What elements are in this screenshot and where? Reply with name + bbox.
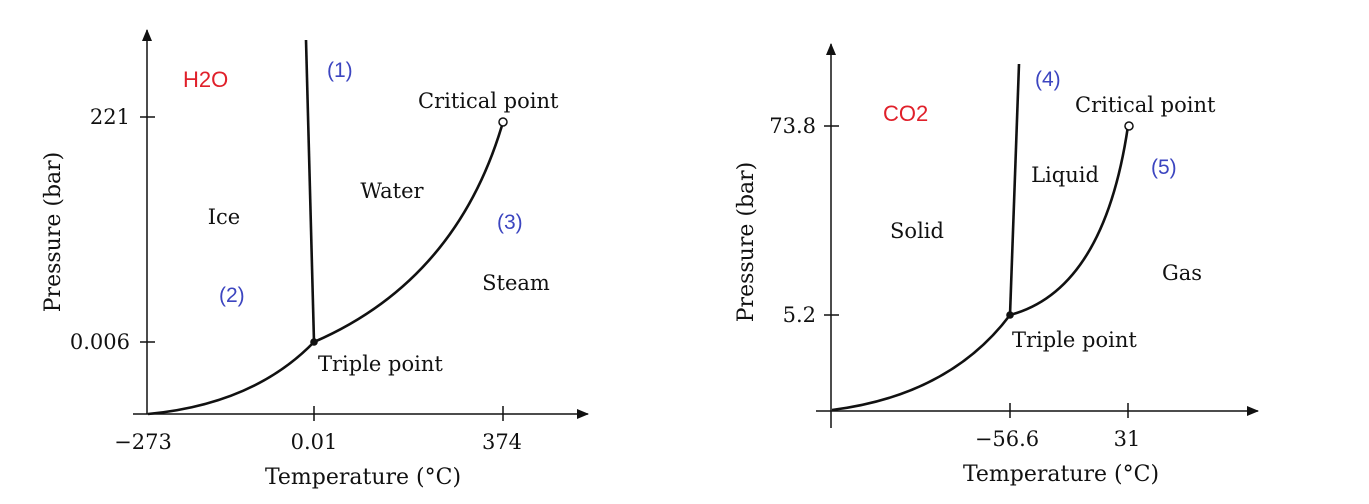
co2-curve-number-4: (4) bbox=[1035, 68, 1061, 91]
h2o-vaporization-curve bbox=[313, 121, 505, 344]
h2o-triple-point-label: Triple point bbox=[318, 352, 443, 376]
h2o-sublimation-curve bbox=[147, 341, 315, 416]
h2o-region-steam: Steam bbox=[482, 271, 550, 295]
h2o-y-tick-label-221: 221 bbox=[90, 105, 130, 129]
h2o-curve-number-3: (3) bbox=[497, 211, 523, 234]
co2-phase-diagram: 73.8 5.2 −56.6 31 Temperature (°C) Press… bbox=[734, 43, 1259, 487]
h2o-curve-number-1: (1) bbox=[327, 59, 353, 82]
co2-triple-point-marker bbox=[1006, 311, 1014, 319]
co2-x-axis-label: Temperature (°C) bbox=[963, 462, 1159, 487]
h2o-x-axis-label: Temperature (°C) bbox=[265, 465, 461, 490]
co2-region-liquid: Liquid bbox=[1031, 163, 1099, 187]
co2-substance-label: CO2 bbox=[883, 101, 928, 126]
h2o-x-tick-label-minus273: −273 bbox=[114, 430, 172, 454]
co2-critical-point-marker bbox=[1124, 121, 1134, 131]
co2-triple-point-label: Triple point bbox=[1012, 328, 1137, 352]
h2o-curve-number-2: (2) bbox=[219, 284, 245, 307]
h2o-y-tick-label-0006: 0.006 bbox=[70, 330, 130, 354]
h2o-triple-point-marker bbox=[310, 338, 318, 346]
h2o-phase-diagram: 221 0.006 −273 0.01 374 Temperature (°C)… bbox=[41, 29, 589, 490]
h2o-substance-label: H2O bbox=[183, 67, 228, 92]
co2-x-tick-label-31: 31 bbox=[1114, 427, 1141, 451]
h2o-y-axis-label: Pressure (bar) bbox=[41, 152, 66, 313]
h2o-region-water: Water bbox=[360, 179, 424, 203]
co2-vaporization-curve bbox=[1009, 125, 1130, 317]
co2-x-tick-label-minus566: −56.6 bbox=[975, 427, 1039, 451]
co2-sublimation-curve bbox=[831, 314, 1012, 412]
co2-region-solid: Solid bbox=[890, 219, 944, 243]
co2-melting-curve bbox=[1008, 63, 1021, 316]
co2-y-axis-label: Pressure (bar) bbox=[734, 162, 759, 323]
co2-y-tick-label-52: 5.2 bbox=[783, 303, 816, 327]
h2o-critical-point-marker bbox=[498, 117, 508, 127]
co2-critical-point-label: Critical point bbox=[1075, 93, 1216, 117]
co2-curve-number-5: (5) bbox=[1151, 156, 1177, 179]
h2o-x-tick-label-374: 374 bbox=[482, 430, 522, 454]
h2o-region-ice: Ice bbox=[208, 205, 240, 229]
h2o-critical-point-label: Critical point bbox=[418, 89, 559, 113]
h2o-x-tick-label-001: 0.01 bbox=[291, 430, 338, 454]
h2o-melting-curve bbox=[304, 39, 316, 343]
co2-region-gas: Gas bbox=[1162, 261, 1202, 285]
co2-y-tick-label-738: 73.8 bbox=[769, 114, 816, 138]
